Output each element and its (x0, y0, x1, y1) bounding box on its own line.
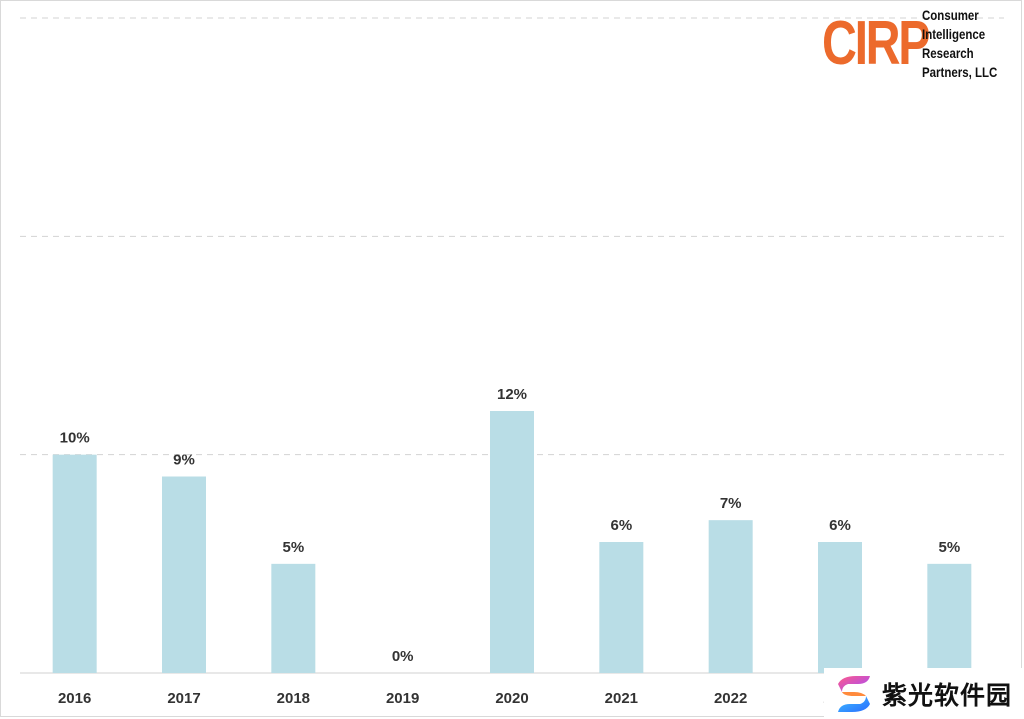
data-labels: 10% 9% 5% 0% 12% 6% 7% 6% 5% (60, 386, 961, 665)
x-tick-label-2017: 2017 (167, 690, 200, 707)
watermark-text: 紫光软件园 (882, 680, 1013, 710)
watermark: 紫光软件园 (824, 668, 1024, 719)
watermark-logo-icon (838, 675, 870, 712)
x-tick-label-2019: 2019 (386, 690, 419, 707)
bar-2020 (490, 411, 534, 673)
bars (52, 411, 972, 673)
data-label-2016: 10% (60, 430, 90, 447)
x-tick-label-2020: 2020 (495, 690, 528, 707)
x-tick-label-2022: 2022 (714, 690, 747, 707)
logo-line: Research (922, 45, 974, 61)
data-label-2023: 6% (829, 517, 851, 534)
data-label-2024: 5% (938, 539, 960, 556)
bar-2021 (599, 542, 644, 673)
logo-company-name: Consumer Intelligence Research Partners,… (922, 6, 997, 82)
bar-2016 (52, 454, 97, 673)
bar-2022 (708, 520, 753, 673)
data-label-2017: 9% (173, 452, 195, 469)
logo-line: Partners, LLC (922, 64, 998, 80)
x-tick-label-2018: 2018 (277, 690, 310, 707)
bar-2018 (271, 563, 316, 673)
bar-2024 (927, 563, 972, 673)
x-tick-label-2021: 2021 (605, 690, 638, 707)
cirp-logo: CIRP Consumer Intelligence Research Part… (822, 6, 1018, 82)
bar-2017 (162, 476, 206, 673)
x-tick-label-2016: 2016 (58, 690, 91, 707)
data-label-2018: 5% (282, 539, 304, 556)
data-label-2019: 0% (392, 648, 414, 665)
bar-2023 (818, 542, 862, 673)
data-label-2021: 6% (610, 517, 632, 534)
data-label-2020: 12% (497, 386, 527, 403)
logo-line: Intelligence (922, 26, 986, 42)
logo-line: Consumer (922, 7, 979, 23)
logo-mark: CIRP (822, 9, 931, 78)
data-label-2022: 7% (720, 495, 742, 512)
